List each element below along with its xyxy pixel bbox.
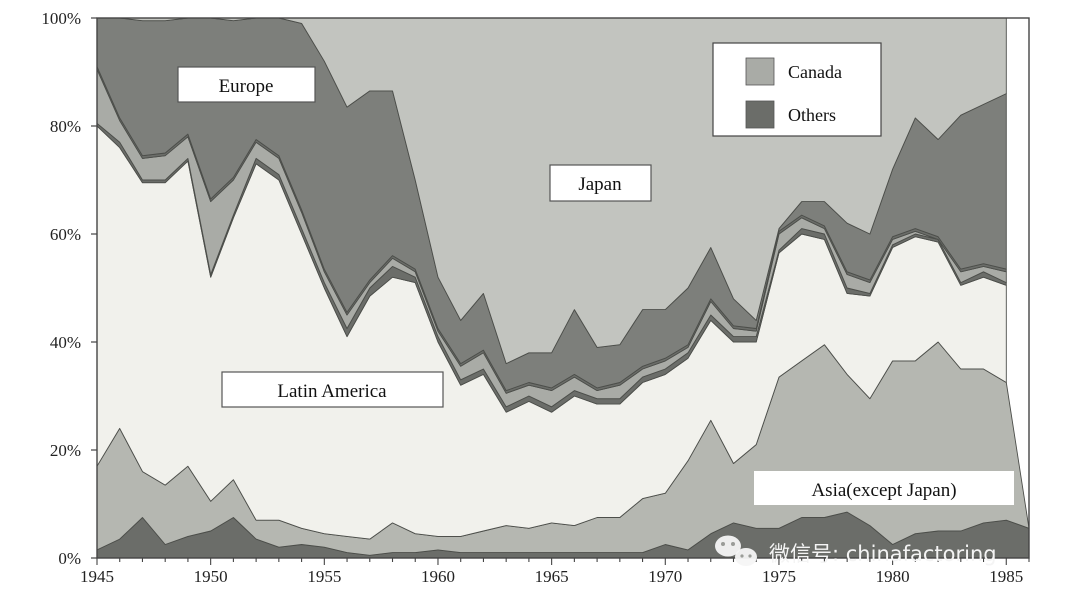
- x-tick-label: 1950: [194, 567, 228, 586]
- y-tick-label: 100%: [41, 9, 81, 28]
- y-tick-label: 60%: [50, 225, 81, 244]
- region-label-europe: Europe: [177, 66, 316, 103]
- legend-swatch-others: [745, 100, 775, 129]
- x-tick-label: 1970: [648, 567, 682, 586]
- y-tick-label: 40%: [50, 333, 81, 352]
- region-label-latin-america: Latin America: [221, 371, 444, 408]
- x-tick-label: 1980: [876, 567, 910, 586]
- y-tick-label: 80%: [50, 117, 81, 136]
- y-tick-label: 20%: [50, 441, 81, 460]
- legend: Canada Others: [712, 42, 882, 137]
- region-label-japan: Japan: [549, 164, 652, 202]
- legend-box: [712, 42, 882, 137]
- watermark: 微信号: chinafactoring: [715, 535, 997, 566]
- x-tick-label: 1955: [307, 567, 341, 586]
- region-label-asia: Asia(except Japan): [754, 471, 1014, 505]
- wechat-icon: [715, 535, 757, 566]
- x-tick-label: 1975: [762, 567, 796, 586]
- x-tick-label: 1985: [989, 567, 1023, 586]
- y-axis: 0% 20% 40% 60% 80% 100%: [41, 9, 97, 568]
- japan-label: Japan: [578, 174, 622, 195]
- x-axis: 1945 1950 1955 1960 1965 1970 1975 1980 1985: [80, 558, 1030, 586]
- x-tick-label: 1960: [421, 567, 455, 586]
- legend-label-others: Others: [788, 105, 836, 125]
- asia-label: Asia(except Japan): [811, 480, 956, 501]
- latin-america-label: Latin America: [277, 381, 387, 402]
- watermark-text: 微信号: chinafactoring: [769, 542, 997, 566]
- legend-label-canada: Canada: [788, 62, 842, 82]
- europe-label: Europe: [219, 76, 274, 97]
- x-tick-label: 1945: [80, 567, 114, 586]
- plot-frame: [96, 17, 1030, 559]
- x-tick-label: 1965: [535, 567, 569, 586]
- y-tick-label: 0%: [58, 549, 81, 568]
- legend-swatch-canada: [745, 57, 775, 86]
